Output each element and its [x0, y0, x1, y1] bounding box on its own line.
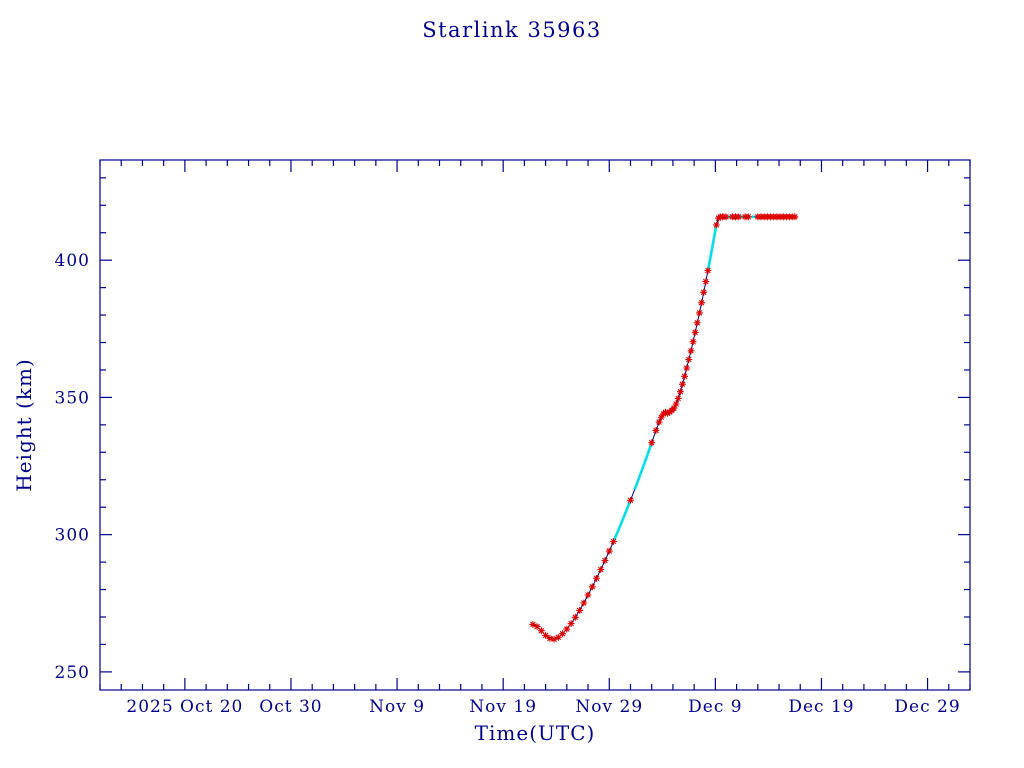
- x-axis-label: Time(UTC): [474, 721, 596, 745]
- x-tick-label: Nov 19: [469, 697, 537, 717]
- x-tick-label: Nov 29: [575, 697, 643, 717]
- x-tick-label: 2025 Oct 20: [126, 697, 243, 717]
- height-series-line: [532, 216, 795, 640]
- x-tick-label: Dec 29: [894, 697, 960, 717]
- y-tick-label: 400: [55, 251, 90, 271]
- chart-title: Starlink 35963: [422, 18, 602, 42]
- x-tick-label: Dec 19: [788, 697, 854, 717]
- axes: [99, 159, 971, 691]
- y-tick-label: 300: [55, 526, 90, 546]
- x-tick-label: Dec 9: [688, 697, 742, 717]
- x-tick-label: Oct 30: [259, 697, 322, 717]
- data-point-asterisks: [529, 213, 799, 643]
- maneuver-segments: [612, 215, 758, 543]
- tick-labels: 2025 Oct 20 Oct 30 Nov 9 Nov 19 Nov 29 Dec 9 D…: [55, 251, 960, 717]
- x-tick-label: Nov 9: [369, 697, 425, 717]
- y-tick-label: 250: [55, 663, 90, 683]
- y-axis-label: Height (km): [12, 358, 36, 492]
- y-tick-label: 350: [55, 388, 90, 408]
